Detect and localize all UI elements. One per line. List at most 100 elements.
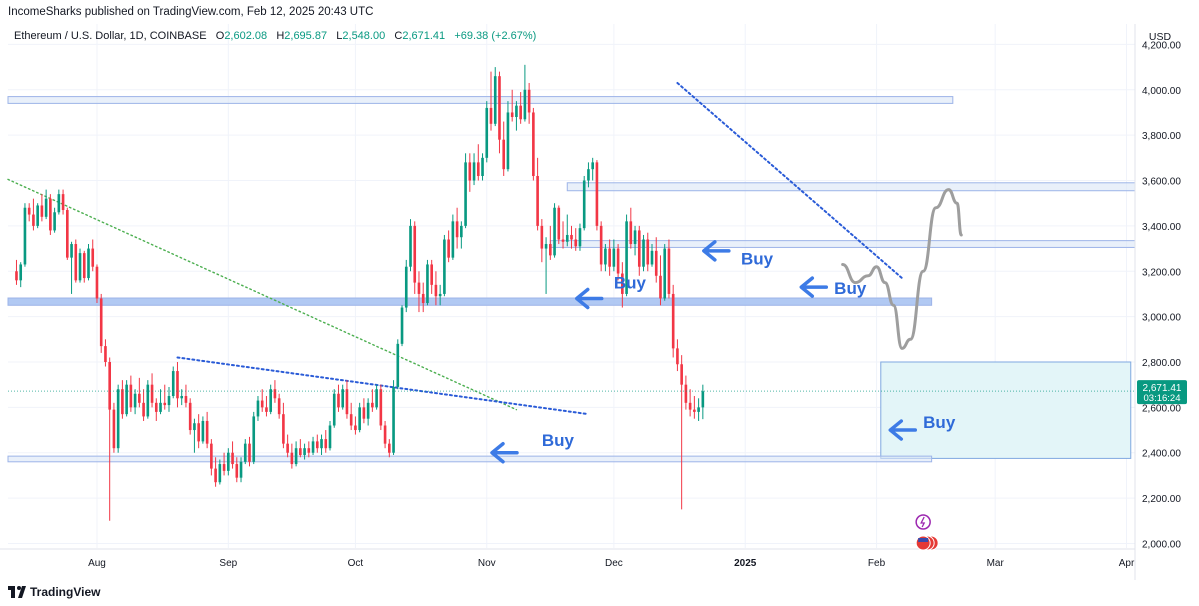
candle-body [311, 441, 315, 453]
lightning-bolt-icon [920, 516, 926, 528]
candle-body [578, 228, 582, 247]
candle-body [320, 439, 323, 449]
candle-body [608, 248, 611, 267]
green-trendline [7, 178, 518, 411]
candle-body [260, 400, 264, 408]
candle-body [587, 169, 590, 181]
candle-body [256, 400, 260, 417]
currency-button[interactable]: USD [1148, 31, 1172, 43]
candle-body [40, 205, 44, 217]
candle-body [591, 162, 594, 170]
candle-body [667, 248, 671, 294]
candle-body [210, 443, 213, 469]
candle-body [108, 361, 111, 410]
candle-body [358, 407, 361, 431]
candle-body [701, 391, 705, 408]
candle-body [515, 105, 518, 118]
change-value: +69.38 (+2.67%) [454, 30, 537, 42]
tradingview-logo-icon [8, 586, 26, 598]
candle-body [498, 76, 501, 140]
y-tick-label: 2,400.00 [1142, 449, 1181, 460]
candle-body [176, 371, 179, 399]
y-tick-label: 2,600.00 [1142, 403, 1181, 414]
low-value: 2,548.00 [342, 30, 386, 42]
zone-key-support [7, 297, 933, 306]
candle-body [362, 407, 366, 419]
candle-body [87, 248, 90, 279]
candle-body [553, 207, 556, 256]
candle-body [167, 396, 171, 406]
candle-body [510, 112, 514, 118]
candle-body [70, 244, 73, 258]
y-tick-label: 2,200.00 [1142, 494, 1181, 505]
candle-body [549, 244, 552, 256]
candle-body [44, 198, 48, 217]
candle-body [205, 420, 209, 444]
candle-body [133, 393, 137, 408]
candle-body [371, 402, 374, 408]
publisher-caption: IncomeSharks published on TradingView.co… [8, 6, 374, 18]
upper-blue-trendline [676, 81, 903, 280]
buy-annotation-1: Buy [490, 431, 575, 464]
buy-arrow-icon [490, 441, 519, 464]
candle-body [663, 248, 667, 299]
symbol-label[interactable]: Ethereum / U.S. Dollar, 1D, COINBASE [14, 30, 207, 42]
candle-body [91, 248, 95, 267]
candle-body [604, 248, 607, 265]
candle-body [231, 452, 234, 465]
candle-body [32, 214, 35, 226]
candle-body [82, 253, 86, 279]
close-value: 2,671.41 [402, 30, 446, 42]
y-tick-label: 3,000.00 [1142, 313, 1181, 324]
candle-body [621, 273, 624, 294]
candle-body [324, 439, 328, 449]
axes: 2,000.00 2,200.00 2,400.00 2,600.00 2,800.00… [0, 24, 1181, 580]
candle-body [303, 448, 306, 455]
candle-body [447, 239, 450, 258]
buy-arrow-icon [888, 419, 918, 441]
candle-body [527, 89, 531, 113]
candle-body [582, 180, 586, 229]
y-tick-label: 3,800.00 [1142, 131, 1181, 142]
candle-body [269, 389, 272, 412]
footer: TradingView [0, 580, 1199, 606]
candle-body [53, 212, 56, 231]
candle-body [443, 239, 446, 294]
candle-body [392, 386, 395, 453]
candle-body [66, 210, 69, 258]
candle-body [337, 393, 340, 408]
candle-body [341, 389, 345, 408]
candle-body [180, 396, 184, 399]
candle-body [697, 407, 700, 412]
candle-body [150, 384, 154, 403]
x-tick-label: Oct [348, 558, 364, 569]
candle-body [654, 250, 658, 276]
candle-body [332, 393, 336, 426]
candle-body [472, 162, 476, 181]
annotations: Buy Buy Buy Buy Buy [490, 240, 956, 464]
candle-body [536, 175, 539, 226]
candle-body [396, 343, 400, 387]
candle-body [561, 239, 565, 242]
candle-body [438, 293, 442, 297]
candle-body [400, 307, 404, 344]
projection [841, 188, 963, 350]
candle-body [61, 194, 65, 211]
tradingview-brand[interactable]: TradingView [30, 585, 101, 599]
buy-arrow-icon [702, 240, 731, 262]
chart-frame[interactable]: Buy Buy Buy Buy Buy 2,000.00 2,200.00 2,400.00… [0, 24, 1199, 580]
candle-body [421, 293, 425, 304]
candle-body [612, 248, 616, 267]
candle-body [565, 234, 569, 242]
buy-arrow-icon [574, 287, 604, 310]
candle-body [328, 425, 332, 449]
candle-body [688, 402, 692, 410]
price-chart[interactable]: Buy Buy Buy Buy Buy 2,000.00 2,200.00 2,400.00… [0, 24, 1199, 580]
buy-label: Buy [834, 279, 867, 298]
y-tick-label: 3,200.00 [1142, 267, 1181, 278]
candle-body [171, 371, 175, 397]
x-tick-label: Feb [868, 558, 886, 569]
open-label: O [215, 30, 225, 42]
lower-blue-trendline [176, 356, 590, 416]
candle-body [464, 162, 467, 226]
